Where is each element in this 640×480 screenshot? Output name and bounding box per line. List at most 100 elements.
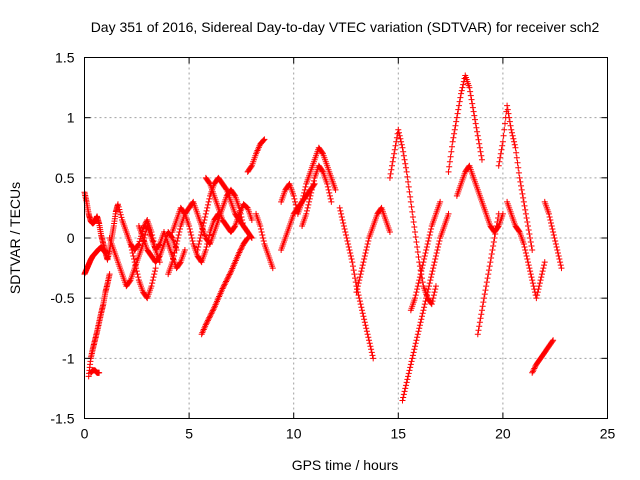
y-tick-label: 0 <box>67 230 75 246</box>
data-point <box>501 120 508 127</box>
data-point <box>149 277 156 284</box>
data-point <box>539 268 546 275</box>
data-point <box>343 235 350 241</box>
data-point <box>303 207 310 214</box>
data-point <box>451 130 458 137</box>
data-point <box>427 228 434 235</box>
data-point <box>497 150 504 157</box>
sat-trace-27 <box>504 198 548 302</box>
data-point <box>495 223 502 230</box>
data-point <box>343 231 349 238</box>
data-point <box>257 225 264 232</box>
data-point <box>401 388 408 395</box>
data-point <box>485 271 492 278</box>
data-point <box>302 183 309 190</box>
data-point <box>324 180 331 187</box>
data-point <box>203 207 210 214</box>
data-point <box>370 355 377 362</box>
data-point <box>366 340 373 347</box>
data-point <box>506 118 513 125</box>
data-point <box>348 256 355 263</box>
data-point <box>345 241 352 248</box>
data-point <box>386 174 393 181</box>
data-point <box>411 346 418 353</box>
data-point <box>424 289 431 296</box>
data-point <box>419 310 426 317</box>
data-point <box>206 195 213 202</box>
data-point <box>221 281 228 288</box>
data-point <box>414 244 421 251</box>
data-point <box>550 337 557 344</box>
data-point <box>549 338 556 345</box>
data-point <box>550 231 557 238</box>
data-point <box>350 267 357 274</box>
data-point <box>172 244 179 251</box>
data-point <box>389 162 396 169</box>
data-point <box>259 231 266 238</box>
x-tick-label: 5 <box>185 426 193 442</box>
data-point <box>466 84 473 91</box>
data-point <box>359 307 366 314</box>
data-point <box>541 262 548 269</box>
data-point <box>521 244 528 251</box>
data-point <box>174 235 181 241</box>
data-point <box>555 253 562 260</box>
data-point <box>363 325 370 332</box>
data-point <box>519 190 526 197</box>
data-point <box>471 112 478 119</box>
data-point <box>220 282 227 289</box>
sat-trace-21 <box>399 210 452 404</box>
data-point <box>210 306 217 313</box>
data-point <box>453 118 460 125</box>
data-point <box>445 168 452 175</box>
data-point <box>173 241 180 248</box>
data-point <box>291 195 298 202</box>
data-point <box>497 154 504 161</box>
data-point <box>106 271 113 278</box>
data-point <box>169 259 176 266</box>
data-point <box>409 355 416 362</box>
data-point <box>308 189 315 196</box>
data-point <box>310 177 317 184</box>
data-point <box>398 141 405 148</box>
data-point <box>377 205 384 212</box>
data-point <box>500 132 507 139</box>
data-point <box>204 241 211 248</box>
data-point <box>204 238 211 245</box>
data-point <box>473 124 480 131</box>
data-point <box>225 272 232 279</box>
x-tick-label: 15 <box>391 426 407 442</box>
data-point <box>231 223 238 230</box>
data-point <box>359 262 366 269</box>
sat-trace-26 <box>495 102 536 254</box>
data-point <box>447 153 454 160</box>
data-point <box>201 216 208 223</box>
data-point <box>522 250 529 257</box>
data-point <box>496 158 503 165</box>
data-point <box>558 265 565 272</box>
data-point <box>469 104 476 111</box>
data-point <box>412 343 419 350</box>
data-point <box>511 141 518 148</box>
data-point <box>537 277 544 284</box>
data-point <box>203 320 210 327</box>
data-point <box>526 265 533 272</box>
data-point <box>417 319 424 326</box>
data-point <box>346 247 353 254</box>
data-point <box>469 100 476 107</box>
data-point <box>133 265 140 272</box>
data-point <box>520 194 527 201</box>
data-point <box>362 250 369 257</box>
data-point <box>423 244 430 251</box>
data-point <box>492 226 499 233</box>
data-point <box>450 134 457 141</box>
data-point <box>504 102 511 109</box>
data-point <box>427 277 434 284</box>
data-point <box>406 367 413 374</box>
data-point <box>195 241 202 248</box>
data-point <box>556 256 563 263</box>
data-point <box>455 102 462 109</box>
data-point <box>363 247 370 254</box>
data-point <box>205 316 212 323</box>
